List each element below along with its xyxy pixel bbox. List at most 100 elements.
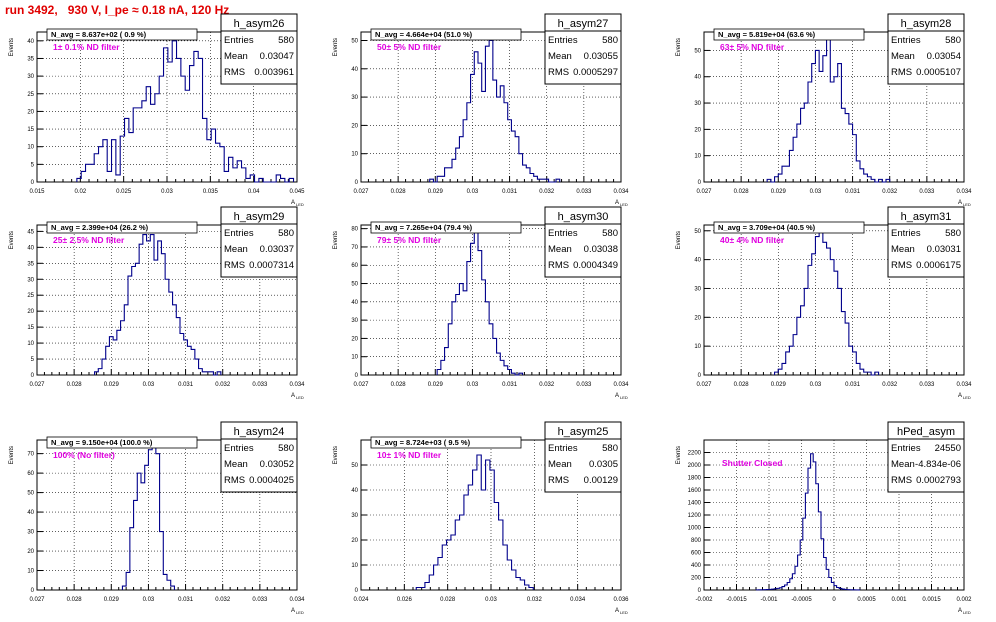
filter-label: 100% (No filter) bbox=[53, 450, 115, 460]
x-axis-label-subscript: LED bbox=[963, 395, 971, 400]
x-tick-label: 0.015 bbox=[29, 189, 45, 195]
histogram-series-hPed_asym bbox=[755, 453, 861, 591]
y-axis-label: Events bbox=[333, 446, 339, 464]
x-tick-label: -0.001 bbox=[760, 597, 778, 603]
x-tick-label: 0 bbox=[832, 597, 836, 603]
histogram-series-h_asym24 bbox=[121, 443, 175, 590]
y-tick-label: 25 bbox=[27, 92, 34, 98]
y-tick-label: 60 bbox=[27, 471, 34, 477]
histogram-series-h_asym31 bbox=[774, 230, 880, 376]
x-tick-label: 0.033 bbox=[919, 382, 935, 388]
x-tick-label: 0.031 bbox=[845, 189, 861, 195]
y-tick-label: 40 bbox=[351, 67, 358, 73]
stats-value: 580 bbox=[278, 35, 294, 46]
y-axis-label: Events bbox=[676, 446, 682, 464]
y-tick-label: 10 bbox=[694, 154, 701, 160]
y-tick-label: 40 bbox=[27, 510, 34, 516]
filter-label: 63± 5% ND filter bbox=[720, 42, 785, 52]
y-tick-label: 50 bbox=[694, 48, 701, 54]
histogram-panel-h_asym30: 0.027 0.028 0.029 0.03 0.031 0.032 0.033 0.034 0… bbox=[333, 206, 629, 400]
y-axis-label: Events bbox=[9, 231, 15, 249]
y-tick-label: 1200 bbox=[688, 513, 702, 519]
y-tick-label: 30 bbox=[351, 318, 358, 324]
stats-title: h_asym28 bbox=[901, 18, 952, 30]
stats-label: Entries bbox=[224, 228, 254, 239]
x-tick-label: 0.028 bbox=[67, 597, 83, 603]
x-axis-label: A bbox=[615, 608, 619, 614]
y-tick-label: 20 bbox=[351, 336, 358, 342]
filter-label: 79± 5% ND filter bbox=[377, 235, 442, 245]
x-tick-label: 0.03 bbox=[467, 189, 479, 195]
y-tick-label: 20 bbox=[694, 127, 701, 133]
x-tick-label: 0.031 bbox=[178, 382, 194, 388]
y-tick-label: 15 bbox=[27, 127, 34, 133]
stats-label: Mean bbox=[224, 459, 248, 470]
x-tick-label: 0.033 bbox=[919, 189, 935, 195]
histogram-series-h_asym25 bbox=[415, 454, 534, 590]
x-tick-label: 0.031 bbox=[845, 382, 861, 388]
stats-value: 0.03037 bbox=[260, 244, 294, 255]
x-axis-label: A bbox=[958, 200, 962, 206]
stats-value: 580 bbox=[278, 443, 294, 454]
navg-box bbox=[370, 28, 522, 41]
stats-value: 0.0004349 bbox=[573, 260, 618, 271]
y-tick-label: 30 bbox=[27, 74, 34, 80]
x-tick-label: 0.032 bbox=[882, 382, 898, 388]
stats-value: 0.03052 bbox=[260, 459, 294, 470]
y-tick-label: 10 bbox=[27, 341, 34, 347]
x-tick-label: 0.035 bbox=[203, 189, 219, 195]
stats-box bbox=[887, 13, 965, 85]
stats-value: 0.0004025 bbox=[249, 475, 294, 486]
histogram-panel-h_asym29: 0.027 0.028 0.029 0.03 0.031 0.032 0.033 0.034 0… bbox=[9, 206, 305, 400]
stats-label: RMS bbox=[548, 260, 569, 271]
stats-label: Entries bbox=[891, 443, 921, 454]
x-tick-label: 0.03 bbox=[161, 189, 173, 195]
x-tick-label: 0.045 bbox=[289, 189, 305, 195]
stats-value: 0.03031 bbox=[927, 244, 961, 255]
stats-label: Entries bbox=[548, 228, 578, 239]
navg-label: N_avg = 9.150e+04 (100.0 %) bbox=[51, 438, 153, 447]
y-tick-label: 400 bbox=[691, 563, 702, 569]
x-tick-label: 0.034 bbox=[613, 382, 629, 388]
x-tick-label: 0.03 bbox=[485, 597, 497, 603]
y-tick-label: 0 bbox=[355, 588, 359, 594]
x-tick-label: 0.032 bbox=[539, 382, 555, 388]
y-tick-label: 20 bbox=[351, 123, 358, 129]
y-tick-label: 10 bbox=[27, 569, 34, 575]
y-tick-label: 50 bbox=[351, 38, 358, 44]
stats-box bbox=[887, 206, 965, 278]
y-tick-label: 0 bbox=[31, 180, 35, 186]
histogram-series-h_asym29 bbox=[94, 234, 222, 376]
y-tick-label: 80 bbox=[351, 227, 358, 233]
stats-title: h_asym29 bbox=[234, 211, 285, 223]
x-tick-label: 0.034 bbox=[956, 382, 972, 388]
x-tick-label: 0.029 bbox=[771, 189, 787, 195]
x-axis-label-subscript: LED bbox=[620, 202, 628, 207]
stats-label: Entries bbox=[891, 35, 921, 46]
navg-label: N_avg = 4.664e+04 (51.0 %) bbox=[375, 30, 473, 39]
histogram-panel-h_asym27: 0.027 0.028 0.029 0.03 0.031 0.032 0.033 0.034 0… bbox=[333, 13, 629, 207]
navg-label: N_avg = 2.399e+04 (26.2 %) bbox=[51, 223, 149, 232]
navg-box bbox=[713, 28, 865, 41]
x-tick-label: 0.034 bbox=[289, 382, 305, 388]
histogram-panel-h_asym24: 0.027 0.028 0.029 0.03 0.031 0.032 0.033 0.034 0… bbox=[9, 421, 305, 615]
x-tick-label: 0.029 bbox=[104, 382, 120, 388]
y-tick-label: 40 bbox=[694, 258, 701, 264]
y-tick-label: 200 bbox=[691, 576, 702, 582]
histogram-panel-h_asym26: 0.015 0.02 0.025 0.03 0.035 0.04 0.045 0 5 10 15 20… bbox=[9, 13, 305, 207]
x-tick-label: 0.033 bbox=[576, 189, 592, 195]
stats-title: h_asym30 bbox=[558, 211, 609, 223]
y-tick-label: 30 bbox=[694, 286, 701, 292]
y-tick-label: 2200 bbox=[688, 451, 702, 457]
stats-box bbox=[220, 13, 298, 85]
y-tick-label: 10 bbox=[351, 563, 358, 569]
histogram-series-h_asym27 bbox=[429, 39, 561, 183]
y-tick-label: 40 bbox=[694, 75, 701, 81]
navg-label: N_avg = 7.265e+04 (79.4 %) bbox=[375, 223, 473, 232]
y-tick-label: 30 bbox=[694, 101, 701, 107]
y-tick-label: 20 bbox=[694, 315, 701, 321]
stats-label: Mean bbox=[548, 51, 572, 62]
stats-title: hPed_asym bbox=[897, 426, 955, 438]
x-tick-label: 0.032 bbox=[215, 597, 231, 603]
y-tick-label: 30 bbox=[351, 513, 358, 519]
